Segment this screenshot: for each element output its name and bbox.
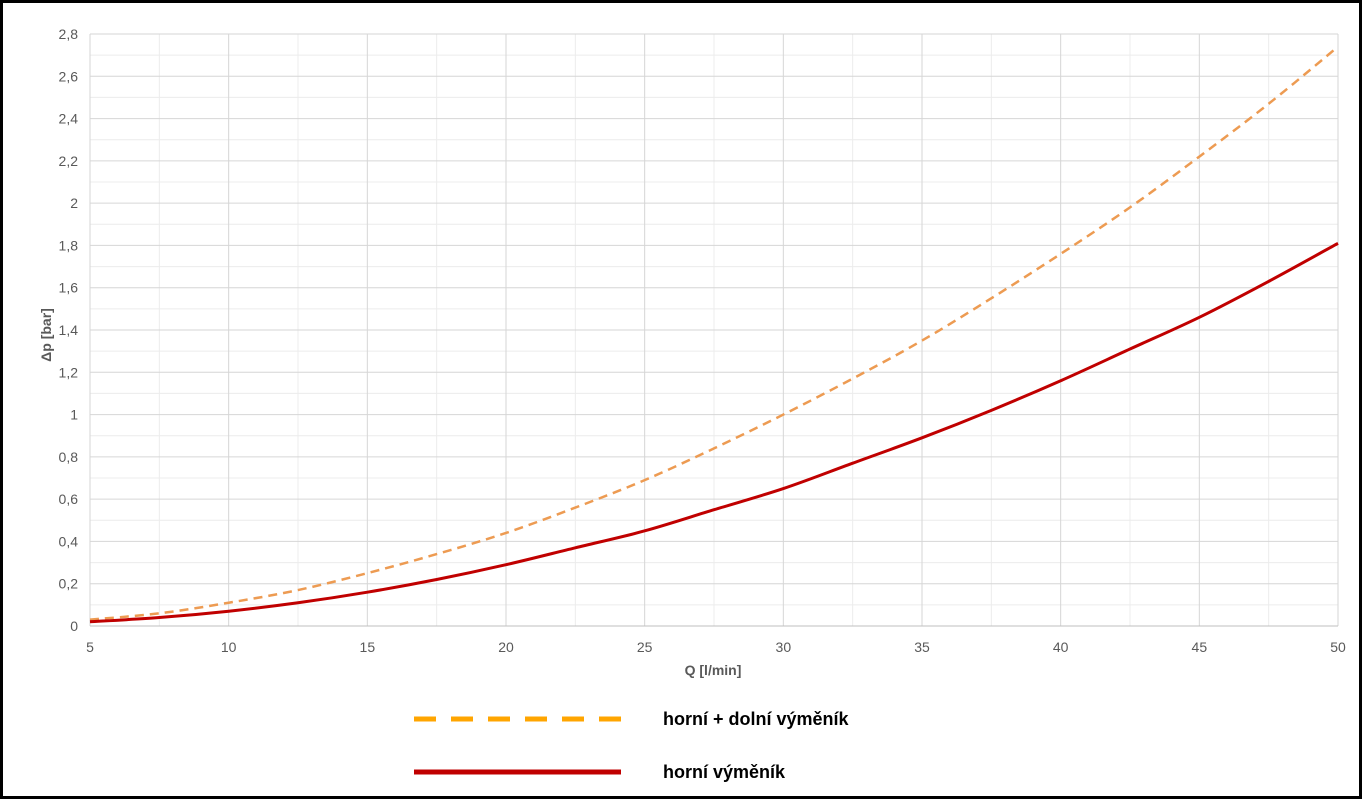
y-tick-label: 1,2 [59,364,79,380]
series-line-1 [89,45,1339,621]
y-tick-label: 2,4 [59,111,79,127]
y-axis-title: Δp [bar] [38,308,54,362]
y-tick-label: 1,8 [59,237,79,253]
x-tick-label: 25 [637,639,653,655]
y-tick-label: 2 [70,195,78,211]
legend-label-2: horní výměník [663,762,786,782]
x-tick-label: 35 [914,639,930,655]
y-tick-label: 0,6 [59,491,79,507]
series-lines [89,45,1339,624]
y-tick-label: 0,4 [59,533,79,549]
x-tick-label: 15 [360,639,376,655]
y-tick-label: 2,2 [59,153,79,169]
grid [89,33,1339,627]
y-tick-label: 2,6 [59,68,79,84]
x-tick-label: 30 [776,639,792,655]
x-tick-label: 40 [1053,639,1069,655]
y-tick-label: 0,2 [59,576,79,592]
x-tick-label: 20 [498,639,514,655]
y-tick-label: 0 [70,618,78,634]
y-tick-label: 1,4 [59,322,79,338]
x-axis-title: Q [l/min] [685,662,742,678]
x-tick-label: 5 [86,639,94,655]
chart: 0 0,2 0,4 0,6 0,8 1 1,2 1,4 1,6 1,8 2 2,2 2,4 2,6 2,8 5… [38,26,1346,782]
legend: horní + dolní výměník horní výměník [414,709,850,782]
y-tick-label: 0,8 [59,449,79,465]
legend-label-1: horní + dolní výměník [663,709,850,729]
y-tick-label: 1,6 [59,280,79,296]
y-tick-label: 1 [70,407,78,423]
x-tick-label: 10 [221,639,237,655]
x-tick-label: 45 [1192,639,1208,655]
y-tick-label: 2,8 [59,26,79,42]
x-tick-label: 50 [1330,639,1346,655]
series-line-2 [89,241,1339,624]
tick-labels: 0 0,2 0,4 0,6 0,8 1 1,2 1,4 1,6 1,8 2 2,2 2,4 2,6 2,8 5… [59,26,1346,655]
